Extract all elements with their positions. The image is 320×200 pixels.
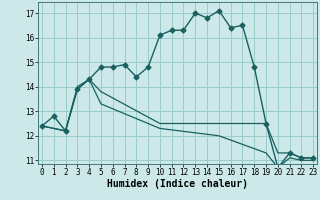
X-axis label: Humidex (Indice chaleur): Humidex (Indice chaleur) <box>107 179 248 189</box>
